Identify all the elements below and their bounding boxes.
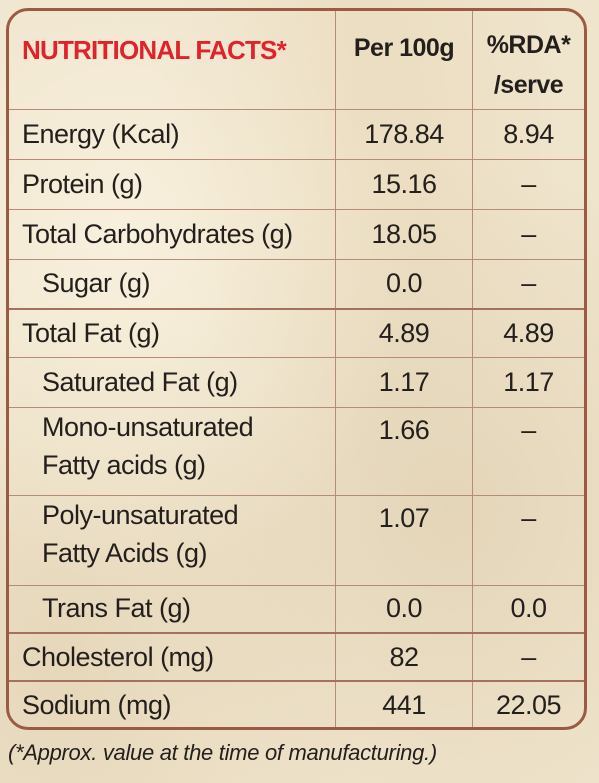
row-value-per100: 1.66 bbox=[335, 406, 473, 496]
table-row: Energy (Kcal) 178.84 8.94 bbox=[9, 108, 584, 160]
rda-header: %RDA* /serve bbox=[472, 11, 584, 110]
header-row: NUTRITIONAL FACTS* Per 100g %RDA* /serve bbox=[9, 11, 584, 110]
row-label-carbohydrates: Total Carbohydrates (g) bbox=[9, 208, 336, 260]
table-row: Saturated Fat (g) 1.17 1.17 bbox=[9, 356, 584, 408]
row-value-per100: 4.89 bbox=[335, 308, 473, 358]
row-label-line2: Fatty acids (g) bbox=[42, 449, 206, 480]
table-row: Trans Fat (g) 0.0 0.0 bbox=[9, 584, 584, 634]
row-label-mono-unsaturated: Mono-unsaturated Fatty acids (g) bbox=[9, 406, 336, 496]
row-value-rda: – bbox=[472, 208, 584, 260]
row-label-line1: Poly-unsaturated bbox=[42, 499, 239, 530]
row-label-saturated-fat: Saturated Fat (g) bbox=[9, 356, 336, 408]
row-label-sodium: Sodium (mg) bbox=[9, 680, 336, 727]
row-value-per100: 441 bbox=[335, 680, 473, 727]
table-row: Total Fat (g) 4.89 4.89 bbox=[9, 308, 584, 358]
row-value-per100: 0.0 bbox=[335, 258, 473, 310]
per-100g-header: Per 100g bbox=[335, 11, 473, 110]
row-value-rda: 4.89 bbox=[472, 308, 584, 358]
table-row: Sugar (g) 0.0 – bbox=[9, 258, 584, 310]
row-value-rda: 8.94 bbox=[472, 108, 584, 160]
row-value-rda: – bbox=[472, 632, 584, 682]
nutrition-facts-panel: NUTRITIONAL FACTS* Per 100g %RDA* /serve… bbox=[6, 8, 587, 730]
rda-header-line2: /serve bbox=[493, 71, 564, 99]
row-value-rda: – bbox=[472, 494, 584, 586]
row-label-sugar: Sugar (g) bbox=[9, 258, 336, 310]
nutrition-table: NUTRITIONAL FACTS* Per 100g %RDA* /serve… bbox=[9, 11, 584, 727]
row-value-rda: – bbox=[472, 258, 584, 310]
row-value-per100: 15.16 bbox=[335, 158, 473, 210]
table-row: Protein (g) 15.16 – bbox=[9, 158, 584, 210]
row-value-per100: 0.0 bbox=[335, 584, 473, 634]
row-label-line2: Fatty Acids (g) bbox=[42, 537, 208, 568]
row-value-per100: 1.17 bbox=[335, 356, 473, 408]
row-value-rda: 1.17 bbox=[472, 356, 584, 408]
table-row: Cholesterol (mg) 82 – bbox=[9, 632, 584, 682]
row-value-rda: 0.0 bbox=[472, 584, 584, 634]
row-label-cholesterol: Cholesterol (mg) bbox=[9, 632, 336, 682]
row-label-protein: Protein (g) bbox=[9, 158, 336, 210]
row-value-rda: 22.05 bbox=[472, 680, 584, 727]
rda-header-line1: %RDA* bbox=[486, 31, 571, 59]
row-label-trans-fat: Trans Fat (g) bbox=[9, 584, 336, 634]
table-title: NUTRITIONAL FACTS* bbox=[9, 11, 336, 110]
row-value-per100: 18.05 bbox=[335, 208, 473, 260]
table-row: Mono-unsaturated Fatty acids (g) 1.66 – bbox=[9, 406, 584, 496]
row-label-energy: Energy (Kcal) bbox=[9, 108, 336, 160]
row-value-per100: 178.84 bbox=[335, 108, 473, 160]
row-label-total-fat: Total Fat (g) bbox=[9, 308, 336, 358]
table-row: Poly-unsaturated Fatty Acids (g) 1.07 – bbox=[9, 494, 584, 586]
row-value-rda: – bbox=[472, 406, 584, 496]
row-value-rda: – bbox=[472, 158, 584, 210]
table-row: Total Carbohydrates (g) 18.05 – bbox=[9, 208, 584, 260]
table-row: Sodium (mg) 441 22.05 bbox=[9, 680, 584, 727]
row-label-line1: Mono-unsaturated bbox=[42, 411, 254, 442]
footnote: (*Approx. value at the time of manufactu… bbox=[8, 740, 437, 765]
row-value-per100: 82 bbox=[335, 632, 473, 682]
row-label-poly-unsaturated: Poly-unsaturated Fatty Acids (g) bbox=[9, 494, 336, 586]
row-value-per100: 1.07 bbox=[335, 494, 473, 586]
